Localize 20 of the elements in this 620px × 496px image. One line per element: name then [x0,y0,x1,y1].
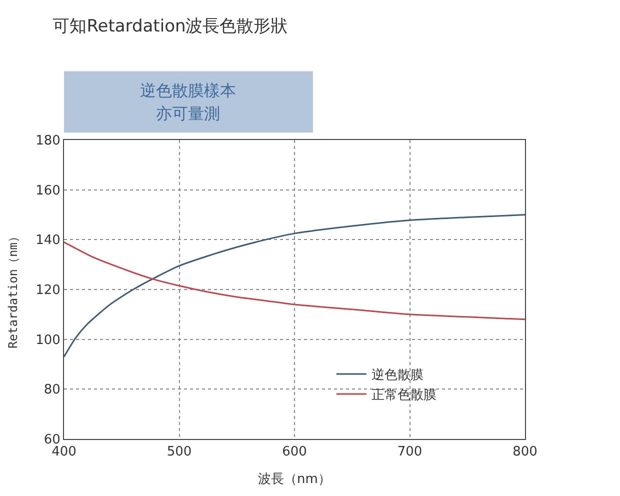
y-tick-label: 120 [36,283,60,298]
y-tick-label: 160 [36,183,60,198]
x-tick-label: 400 [52,444,76,460]
x-tick-label: 700 [397,444,422,460]
legend-label: 逆色散膜 [371,368,424,384]
y-tick-label: 100 [36,332,60,348]
x-axis-title: 波長（nm） [258,472,331,488]
text: 逆色散膜樣本 [140,81,236,100]
chart-title: 可知Retardation波長色散形狀 [52,16,288,37]
y-axis-title: Retardation（nm） [6,230,20,348]
x-tick-label: 600 [282,444,307,460]
line-series [64,241,525,320]
text: 亦可量測 [156,104,220,123]
y-tick-label: 80 [44,382,60,398]
y-tick-label: 180 [36,134,60,149]
x-tick-label: 500 [166,444,192,460]
line-series [64,214,525,358]
legend-label: 正常色散膜 [371,388,436,404]
y-tick-label: 140 [36,233,60,248]
x-tick-label: 800 [512,444,538,460]
